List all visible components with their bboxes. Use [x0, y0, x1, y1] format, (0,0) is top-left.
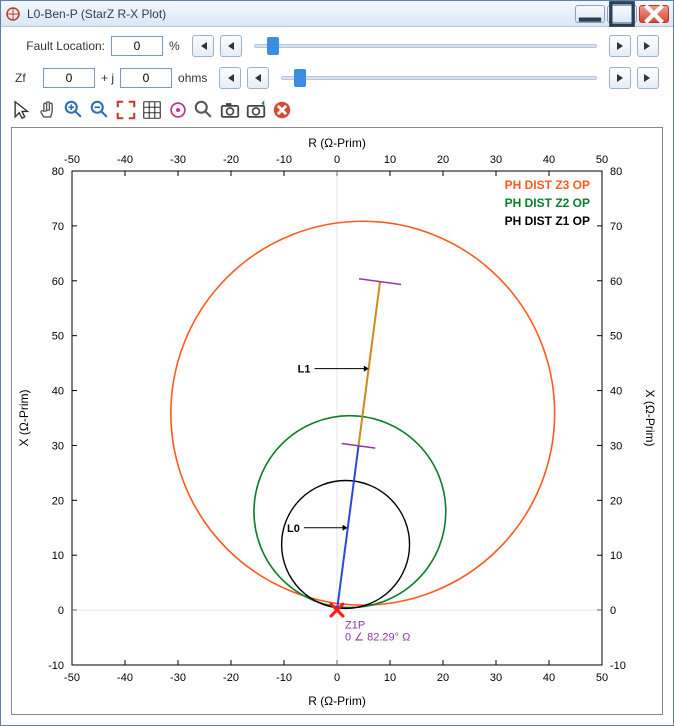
svg-text:40: 40 — [543, 154, 555, 166]
svg-text:R (Ω-Prim): R (Ω-Prim) — [308, 694, 366, 708]
svg-text:L1: L1 — [298, 364, 311, 376]
svg-text:10: 10 — [52, 550, 64, 562]
svg-text:-10: -10 — [276, 154, 292, 166]
zoom-in-icon[interactable] — [63, 99, 85, 121]
zf-last-button[interactable] — [637, 67, 659, 89]
svg-text:-20: -20 — [223, 154, 239, 166]
zf-imag-input[interactable] — [120, 68, 172, 88]
svg-text:60: 60 — [610, 276, 622, 288]
svg-text:-10: -10 — [276, 672, 292, 684]
zf-real-input[interactable] — [43, 68, 95, 88]
svg-text:30: 30 — [490, 154, 502, 166]
svg-text:50: 50 — [596, 672, 608, 684]
svg-text:20: 20 — [52, 495, 64, 507]
svg-text:30: 30 — [52, 440, 64, 452]
last-button[interactable] — [637, 35, 659, 57]
search-icon[interactable] — [193, 99, 215, 121]
app-window: L0-Ben-P (StarZ R-X Plot) Fault Location… — [0, 0, 674, 726]
svg-text:0: 0 — [334, 672, 340, 684]
svg-text:X (Ω-Prim): X (Ω-Prim) — [643, 390, 657, 447]
svg-text:20: 20 — [610, 495, 622, 507]
fault-location-slider[interactable] — [254, 35, 597, 57]
fault-location-row: Fault Location: % — [15, 35, 659, 57]
target-icon[interactable] — [167, 99, 189, 121]
svg-text:10: 10 — [384, 672, 396, 684]
svg-text:-30: -30 — [170, 672, 186, 684]
close-button[interactable] — [639, 5, 669, 23]
window-buttons — [575, 5, 669, 23]
svg-text:10: 10 — [384, 154, 396, 166]
fault-location-input[interactable] — [111, 36, 163, 56]
svg-text:0: 0 — [58, 605, 64, 617]
svg-text:PH DIST Z3 OP: PH DIST Z3 OP — [505, 178, 590, 192]
camera-save-icon[interactable] — [245, 99, 267, 121]
svg-text:-10: -10 — [610, 660, 626, 672]
svg-text:40: 40 — [52, 386, 64, 398]
zf-unit: ohms — [178, 71, 207, 85]
svg-text:60: 60 — [52, 276, 64, 288]
zf-next-button[interactable] — [609, 67, 631, 89]
cancel-icon[interactable] — [271, 99, 293, 121]
svg-text:0: 0 — [334, 154, 340, 166]
app-icon — [5, 6, 21, 22]
zf-label: Zf — [15, 71, 37, 85]
rx-plot: -50 -50 -40 -40 -30 -30 -20 -20 -10 -10 0 0 10 10 20 20… — [12, 128, 662, 714]
zf-slider[interactable] — [281, 67, 597, 89]
svg-text:-30: -30 — [170, 154, 186, 166]
svg-text:20: 20 — [437, 672, 449, 684]
svg-text:PH DIST Z2 OP: PH DIST Z2 OP — [505, 196, 590, 210]
camera-icon[interactable] — [219, 99, 241, 121]
svg-text:PH DIST Z1 OP: PH DIST Z1 OP — [505, 214, 590, 228]
svg-text:X (Ω-Prim): X (Ω-Prim) — [17, 390, 31, 447]
fault-location-label: Fault Location: — [15, 39, 105, 53]
svg-text:50: 50 — [610, 331, 622, 343]
fault-location-unit: % — [169, 39, 180, 53]
svg-text:50: 50 — [52, 331, 64, 343]
plot-area[interactable]: -50 -50 -40 -40 -30 -30 -20 -20 -10 -10 0 0 10 10 20 20… — [11, 127, 663, 715]
first-button[interactable] — [192, 35, 214, 57]
svg-text:40: 40 — [543, 672, 555, 684]
svg-text:80: 80 — [52, 166, 64, 178]
next-button[interactable] — [609, 35, 631, 57]
svg-text:-20: -20 — [223, 672, 239, 684]
svg-text:30: 30 — [490, 672, 502, 684]
svg-text:80: 80 — [610, 166, 622, 178]
maximize-button[interactable] — [607, 5, 637, 23]
svg-text:20: 20 — [437, 154, 449, 166]
svg-text:L0: L0 — [287, 523, 300, 535]
svg-text:-50: -50 — [64, 672, 80, 684]
svg-text:-50: -50 — [64, 154, 80, 166]
window-title: L0-Ben-P (StarZ R-X Plot) — [27, 7, 575, 21]
svg-text:-40: -40 — [117, 672, 133, 684]
plot-toolbar — [1, 95, 673, 127]
svg-text:0: 0 — [610, 605, 616, 617]
titlebar: L0-Ben-P (StarZ R-X Plot) — [1, 1, 673, 27]
pointer-icon[interactable] — [11, 99, 33, 121]
svg-text:Z1P: Z1P — [345, 620, 365, 632]
svg-text:R (Ω-Prim): R (Ω-Prim) — [308, 136, 366, 150]
zf-plus-j: + j — [101, 71, 114, 85]
svg-text:10: 10 — [610, 550, 622, 562]
svg-text:0 ∠ 82.29° Ω: 0 ∠ 82.29° Ω — [345, 632, 410, 644]
zf-first-button[interactable] — [219, 67, 241, 89]
zoom-out-icon[interactable] — [89, 99, 111, 121]
svg-text:70: 70 — [52, 221, 64, 233]
prev-button[interactable] — [220, 35, 242, 57]
svg-text:40: 40 — [610, 386, 622, 398]
svg-text:50: 50 — [596, 154, 608, 166]
zoom-fit-icon[interactable] — [115, 99, 137, 121]
zf-prev-button[interactable] — [247, 67, 269, 89]
controls-panel: Fault Location: % Zf + j ohms — [1, 27, 673, 95]
grid-icon[interactable] — [141, 99, 163, 121]
svg-text:-40: -40 — [117, 154, 133, 166]
zf-row: Zf + j ohms — [15, 67, 659, 89]
svg-text:70: 70 — [610, 221, 622, 233]
svg-text:30: 30 — [610, 440, 622, 452]
hand-icon[interactable] — [37, 99, 59, 121]
svg-text:-10: -10 — [48, 660, 64, 672]
minimize-button[interactable] — [575, 5, 605, 23]
